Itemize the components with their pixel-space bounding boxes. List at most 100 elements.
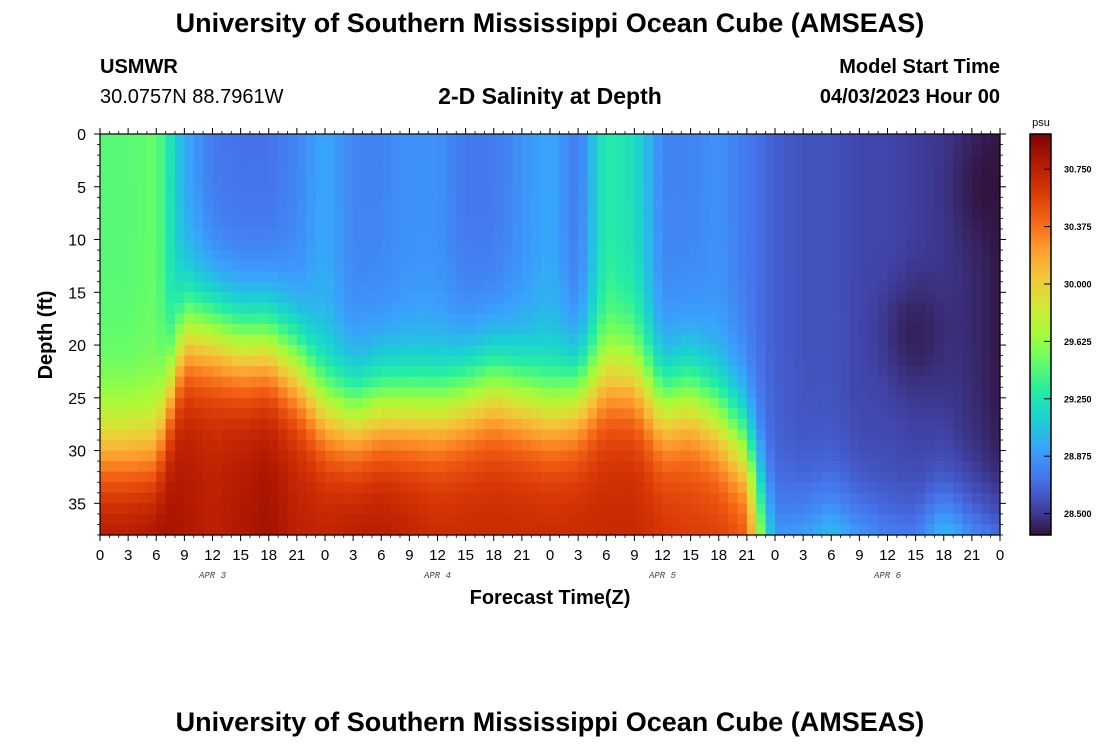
- heatmap-cell: [521, 155, 532, 167]
- heatmap-cell: [700, 197, 710, 209]
- heatmap-cell: [587, 228, 598, 241]
- heatmap-cell: [578, 260, 589, 272]
- heatmap-cell: [371, 355, 382, 367]
- heatmap-cell: [634, 461, 645, 473]
- heatmap-cell: [896, 513, 907, 526]
- heatmap-cell: [156, 429, 167, 441]
- heatmap-cell: [475, 387, 485, 399]
- heatmap-cell: [653, 334, 664, 346]
- heatmap-cell: [746, 228, 757, 241]
- heatmap-cell: [606, 250, 617, 262]
- heatmap-cell: [671, 513, 682, 526]
- heatmap-cell: [831, 471, 842, 483]
- heatmap-cell: [718, 355, 729, 367]
- heatmap-cell: [925, 524, 935, 536]
- heatmap-cell: [306, 397, 317, 409]
- heatmap-cell: [681, 239, 692, 251]
- heatmap-cell: [362, 418, 373, 431]
- heatmap-cell: [653, 387, 664, 399]
- heatmap-cell: [681, 397, 692, 409]
- heatmap-cell: [118, 155, 129, 167]
- heatmap-cell: [465, 228, 476, 241]
- heatmap-cell: [259, 197, 270, 209]
- heatmap-cell: [934, 376, 945, 388]
- heatmap-cell: [568, 471, 579, 483]
- heatmap-cell: [475, 440, 485, 452]
- heatmap-cell: [662, 250, 673, 262]
- heatmap-cell: [962, 461, 973, 473]
- heatmap-cell: [756, 524, 767, 536]
- heatmap-cell: [690, 482, 701, 494]
- heatmap-cell: [981, 197, 992, 209]
- heatmap-cell: [371, 239, 382, 251]
- heatmap-cell: [915, 207, 926, 220]
- heatmap-cell: [765, 482, 776, 494]
- heatmap-cell: [409, 524, 420, 536]
- heatmap-cell: [868, 418, 879, 431]
- heatmap-cell: [943, 218, 954, 230]
- heatmap-cell: [475, 207, 485, 220]
- heatmap-cell: [306, 492, 317, 504]
- heatmap-cell: [709, 397, 720, 409]
- heatmap-cell: [653, 450, 664, 462]
- heatmap-cell: [381, 271, 392, 283]
- heatmap-cell: [775, 134, 785, 146]
- heatmap-cell: [550, 440, 560, 452]
- heatmap-cell: [306, 366, 317, 378]
- heatmap-cell: [475, 302, 485, 314]
- heatmap-cell: [184, 250, 195, 262]
- heatmap-cell: [503, 218, 514, 230]
- heatmap-cell: [868, 440, 879, 452]
- heatmap-cell: [456, 144, 467, 156]
- heatmap-cell: [231, 134, 242, 146]
- heatmap-cell: [634, 250, 645, 262]
- heatmap-cell: [690, 281, 701, 293]
- heatmap-cell: [737, 397, 748, 409]
- heatmap-cell: [803, 418, 814, 431]
- heatmap-cell: [100, 345, 110, 357]
- heatmap-cell: [540, 186, 551, 198]
- heatmap-cell: [165, 197, 176, 209]
- heatmap-cell: [943, 334, 954, 346]
- heatmap-cell: [559, 429, 570, 441]
- heatmap-cell: [896, 461, 907, 473]
- heatmap-cell: [681, 513, 692, 526]
- heatmap-cell: [193, 292, 204, 304]
- heatmap-cell: [521, 461, 532, 473]
- heatmap-cell: [850, 397, 860, 409]
- heatmap-cell: [737, 197, 748, 209]
- heatmap-cell: [981, 134, 992, 146]
- heatmap-cell: [990, 334, 1001, 346]
- heatmap-cell: [728, 239, 739, 251]
- heatmap-cell: [953, 461, 964, 473]
- heatmap-cell: [896, 366, 907, 378]
- heatmap-cell: [925, 503, 935, 515]
- heatmap-cell: [859, 186, 870, 198]
- heatmap-cell: [596, 228, 607, 241]
- heatmap-cell: [428, 155, 439, 167]
- heatmap-cell: [812, 429, 823, 441]
- heatmap-cell: [737, 134, 748, 146]
- heatmap-cell: [596, 345, 607, 357]
- heatmap-cell: [193, 355, 204, 367]
- heatmap-cell: [118, 292, 129, 304]
- heatmap-cell: [400, 397, 410, 409]
- heatmap-cell: [362, 302, 373, 314]
- x-tick-label: 0: [321, 547, 329, 564]
- heatmap-cell: [175, 450, 185, 462]
- heatmap-cell: [962, 429, 973, 441]
- heatmap-cell: [193, 218, 204, 230]
- heatmap-cell: [615, 440, 626, 452]
- heatmap-cell: [446, 482, 457, 494]
- heatmap-cell: [943, 450, 954, 462]
- heatmap-cell: [587, 197, 598, 209]
- heatmap-cell: [503, 323, 514, 336]
- heatmap-cell: [306, 250, 317, 262]
- heatmap-cell: [643, 134, 654, 146]
- heatmap-cell: [315, 345, 326, 357]
- heatmap-cell: [981, 292, 992, 304]
- heatmap-cell: [212, 239, 223, 251]
- heatmap-cell: [156, 334, 167, 346]
- heatmap-cell: [718, 176, 729, 188]
- heatmap-cell: [493, 450, 504, 462]
